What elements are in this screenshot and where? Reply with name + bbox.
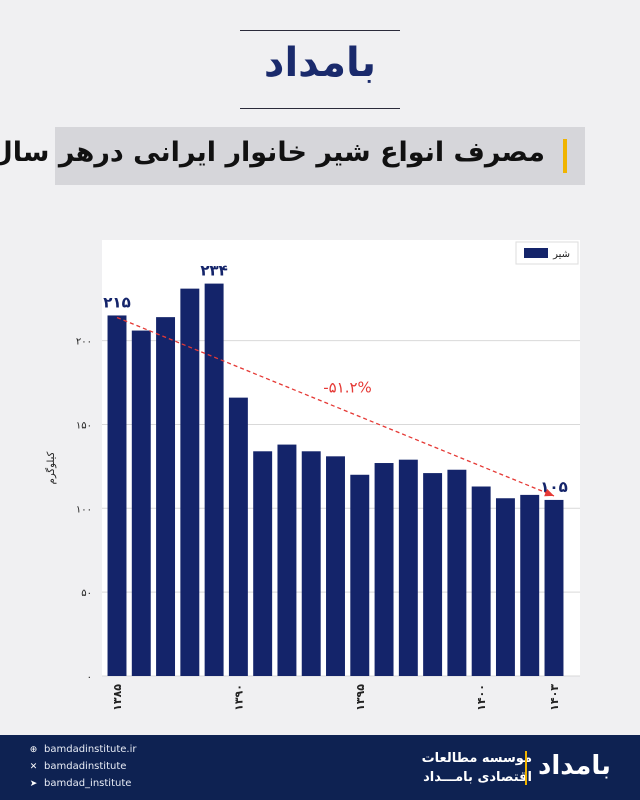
trend-arrowhead [544, 488, 554, 497]
bar [350, 474, 370, 676]
y-tick-label: ۰ [87, 672, 92, 683]
footer-org-line2: اقتصادی بامـــداد [423, 770, 532, 785]
bar [423, 473, 443, 676]
brand-logo: بامداد [263, 40, 377, 86]
bar [544, 499, 564, 676]
footer-link-telegram[interactable]: ➤ bamdad_institute [28, 778, 132, 789]
top-divider [240, 30, 400, 31]
data-label: ۲۳۴ [200, 262, 227, 280]
x-tick-label: ۱۳۹۰ [232, 684, 245, 711]
footer-separator [525, 751, 527, 785]
footer-telegram-text: bamdad_institute [44, 778, 132, 789]
footer-link-website[interactable]: ⊕ bamdadinstitute.ir [28, 744, 137, 755]
chart-svg: ۰ ۵۰ ۱۰۰ ۱۵۰ ۲۰۰ کیلوگرم ۱۳۸۵ ۱۳۹۰ ۱۳۹۵ ۱۴۰۰ ۱۴۰۳ ش… [45, 240, 580, 711]
x-tick-label: ۱۳۹۵ [354, 684, 367, 711]
x-tick-label: ۱۴۰۳ [548, 684, 561, 711]
footer-org-name: موسسه مطالعات اقتصادی بامـــداد [422, 749, 532, 787]
y-axis-label: کیلوگرم [45, 451, 57, 484]
title-accent [563, 139, 567, 173]
data-label: ۲۱۵ [103, 293, 130, 311]
bar [471, 486, 491, 676]
footer-org-line1: موسسه مطالعات [421, 751, 532, 766]
footer: ⊕ bamdadinstitute.ir ✕ bamdadinstitute ➤… [0, 735, 640, 800]
y-tick-label: ۵۰ [81, 588, 92, 599]
page-title: مصرف انواع شیر خانوار ایرانی درهر سال [0, 137, 545, 168]
data-label: ۱۰۵ [540, 478, 567, 496]
title-banner: مصرف انواع شیر خانوار ایرانی درهر سال [0, 127, 585, 185]
legend-label: شیر [552, 249, 570, 260]
bar [398, 459, 418, 676]
bar [374, 463, 394, 676]
x-icon: ✕ [29, 761, 38, 772]
globe-icon: ⊕ [29, 744, 38, 755]
legend-swatch [524, 248, 548, 258]
trend-line [116, 316, 555, 497]
footer-website-text: bamdadinstitute.ir [44, 744, 137, 755]
y-tick-label: ۲۰۰ [76, 337, 92, 348]
trend-percent-label: -۵۱.۲% [323, 379, 372, 397]
bar [180, 288, 200, 676]
bar [520, 494, 540, 676]
y-tick-label: ۱۰۰ [76, 504, 92, 515]
bar [107, 315, 127, 676]
bar [326, 456, 345, 676]
y-tick-label: ۱۵۰ [76, 420, 92, 431]
bar [495, 498, 515, 676]
bar [301, 451, 321, 676]
bar [277, 444, 297, 676]
footer-x-text: bamdadinstitute [44, 761, 127, 772]
bar-chart: ۰ ۵۰ ۱۰۰ ۱۵۰ ۲۰۰ کیلوگرم ۱۳۸۵ ۱۳۹۰ ۱۳۹۵ ۱۴۰۰ ۱۴۰۳ ش… [40, 220, 600, 720]
x-tick-label: ۱۳۸۵ [111, 684, 124, 711]
bar [156, 317, 176, 676]
bar [131, 330, 151, 676]
bar [204, 283, 224, 676]
x-tick-label: ۱۴۰۰ [475, 684, 488, 711]
bar [253, 451, 273, 676]
bar [228, 397, 248, 676]
header-divider [240, 108, 400, 109]
bar [447, 469, 467, 676]
footer-link-x[interactable]: ✕ bamdadinstitute [28, 761, 127, 772]
footer-logo: بامداد [538, 751, 611, 781]
telegram-icon: ➤ [29, 778, 38, 789]
